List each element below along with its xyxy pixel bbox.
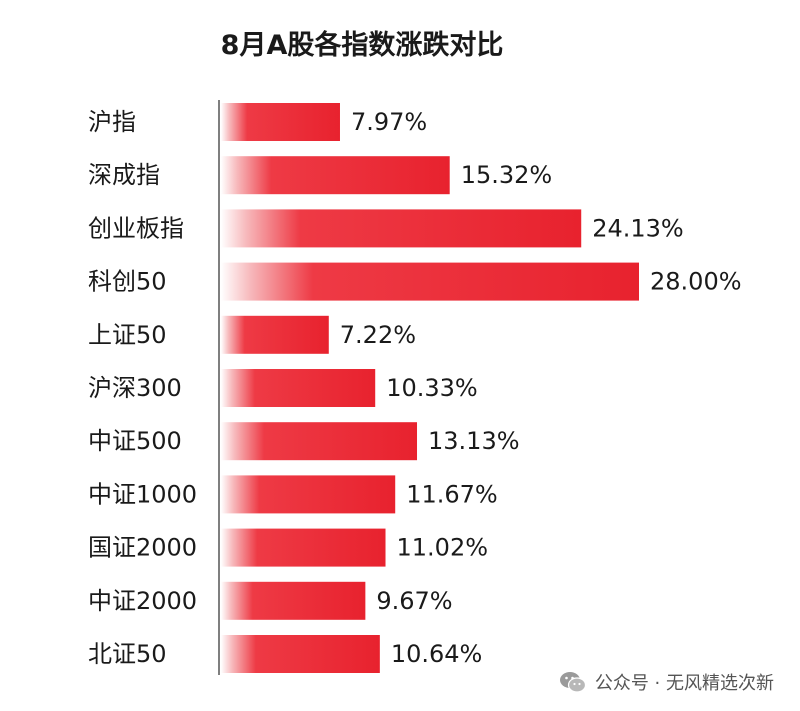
bar-9 (221, 581, 366, 620)
value-label-10: 10.64% (391, 640, 483, 668)
category-label-6: 中证500 (88, 427, 182, 455)
source-text: 公众号 · 无风精选次新 (594, 673, 774, 694)
value-label-9: 9.67% (376, 587, 452, 615)
category-label-5: 沪深300 (88, 374, 182, 402)
category-label-3: 科创50 (88, 268, 167, 296)
bar-7 (221, 475, 396, 514)
category-label-0: 沪指 (88, 108, 136, 136)
value-label-0: 7.97% (351, 108, 427, 136)
category-label-4: 上证50 (88, 321, 167, 349)
category-label-9: 中证2000 (88, 587, 197, 615)
category-label-2: 创业板指 (88, 214, 184, 242)
bar-1 (221, 156, 450, 195)
category-label-1: 深成指 (88, 161, 160, 189)
value-label-2: 24.13% (592, 214, 684, 242)
value-label-6: 13.13% (428, 427, 520, 455)
bars-group: 沪指 7.97% 深成指 15.32% 创业板指 24.13% 科创50 28.00% 上证50… (88, 103, 742, 673)
wechat-icon (559, 672, 586, 693)
bar-4 (221, 315, 329, 354)
bar-2 (221, 209, 582, 248)
bar-8 (221, 528, 386, 567)
bar-5 (221, 369, 376, 407)
bar-0 (221, 103, 340, 141)
chart-title: 8月A股各指数涨跌对比 (221, 29, 504, 61)
value-label-1: 15.32% (461, 161, 553, 189)
category-label-10: 北证50 (88, 640, 167, 668)
source-footer: 公众号 · 无风精选次新 (559, 669, 774, 695)
bar-3 (221, 262, 639, 301)
value-label-3: 28.00% (650, 268, 742, 296)
value-label-7: 11.67% (406, 480, 498, 508)
bar-10 (221, 635, 380, 673)
value-label-5: 10.33% (386, 374, 478, 402)
bar-6 (221, 422, 418, 461)
value-label-4: 7.22% (340, 321, 416, 349)
category-label-8: 国证2000 (88, 534, 197, 562)
value-label-8: 11.02% (397, 534, 489, 562)
category-label-7: 中证1000 (88, 480, 197, 508)
